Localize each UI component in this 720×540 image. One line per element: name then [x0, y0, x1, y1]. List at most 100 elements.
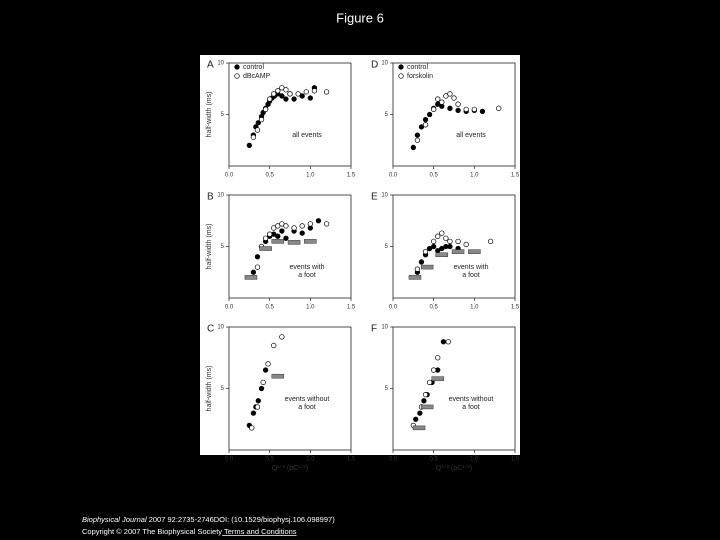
data-point: [275, 233, 281, 239]
mean-bar: [244, 275, 258, 280]
panel-label: F: [371, 324, 377, 335]
y-tick-label: 5: [221, 112, 225, 118]
x-tick-label: 1.5: [511, 173, 520, 179]
data-point: [435, 101, 441, 107]
data-point: [445, 339, 451, 345]
data-point: [254, 127, 261, 133]
mean-bar: [287, 240, 301, 245]
mean-bar: [420, 404, 434, 410]
data-point: [262, 106, 269, 112]
data-point: [431, 106, 437, 112]
data-point: [440, 339, 447, 345]
data-point: [246, 142, 252, 149]
data-point: [414, 132, 421, 138]
data-point: [271, 91, 277, 97]
annotation: events with: [453, 264, 488, 271]
x-tick-label: 1.0: [306, 305, 315, 311]
citation: 2007 92:2735-2746DOI: (10.1529/biophysj.…: [147, 515, 336, 524]
caption-line: Copyright © 2007 The Biophysical Society…: [82, 527, 297, 536]
x-tick-label: 0.0: [225, 173, 234, 179]
data-point: [463, 106, 469, 112]
data-point: [258, 385, 265, 392]
data-point: [422, 116, 429, 123]
data-point: [262, 235, 269, 241]
data-point: [443, 93, 449, 99]
data-point: [303, 89, 309, 95]
data-point: [307, 95, 313, 101]
x-tick-label: 0.5: [429, 173, 438, 179]
y-tick-label: 10: [381, 193, 388, 199]
x-tick-label: 1.5: [347, 173, 356, 179]
x-tick-label: 1.5: [511, 457, 520, 463]
data-point: [249, 425, 255, 431]
data-point: [275, 223, 281, 229]
legend-label: dBcAMP: [243, 73, 271, 80]
data-point: [254, 264, 261, 270]
mean-bar: [468, 249, 481, 254]
data-point: [435, 96, 441, 102]
data-point: [275, 88, 281, 94]
x-tick-label: 0.0: [225, 457, 234, 463]
annotation: events with: [289, 264, 324, 271]
data-point: [447, 238, 453, 245]
mean-bar: [412, 425, 426, 431]
data-point: [283, 96, 289, 102]
x-tick-label: 1.5: [511, 305, 520, 311]
annotation: events without: [285, 396, 330, 403]
data-point: [439, 99, 445, 105]
mean-bar: [271, 239, 285, 244]
data-point: [447, 243, 453, 250]
data-point: [315, 218, 322, 224]
data-point: [447, 105, 453, 111]
data-point: [279, 221, 285, 227]
data-point: [283, 223, 289, 229]
data-point: [291, 225, 297, 231]
y-tick-label: 5: [221, 386, 225, 392]
data-point: [299, 223, 305, 229]
x-tick-label: 1.0: [470, 305, 479, 311]
legend-marker: [398, 64, 404, 70]
data-point: [439, 245, 445, 252]
legend-marker: [234, 73, 240, 79]
data-point: [255, 120, 261, 126]
y-tick-label: 10: [217, 325, 224, 331]
data-point: [299, 230, 305, 236]
data-point: [279, 334, 285, 340]
y-tick-label: 5: [385, 112, 389, 118]
legend-marker: [398, 73, 404, 79]
data-point: [421, 398, 427, 404]
x-tick-label: 0.5: [265, 457, 274, 463]
terms-link[interactable]: Terms and Conditions: [222, 527, 297, 536]
data-point: [283, 87, 289, 93]
x-tick-label: 1.0: [306, 173, 315, 179]
panel-label: C: [207, 324, 214, 335]
data-point: [410, 144, 416, 151]
x-tick-label: 0.0: [225, 305, 234, 311]
y-axis-label: half-width (ms): [206, 224, 213, 270]
data-point: [254, 404, 261, 410]
data-point: [250, 410, 257, 416]
x-tick-label: 1.0: [470, 173, 479, 179]
panel-label: E: [371, 192, 378, 203]
x-tick-label: 0.5: [265, 305, 274, 311]
data-point: [271, 342, 277, 349]
panel-label: D: [371, 60, 378, 71]
data-point: [250, 269, 257, 275]
x-tick-label: 0.0: [389, 173, 398, 179]
figure-area: [200, 55, 520, 455]
x-axis-label: Q¹ᐟ² (pC¹ᐟ²): [436, 465, 472, 472]
data-point: [287, 91, 293, 97]
x-tick-label: 1.0: [470, 457, 479, 463]
legend-label: control: [243, 64, 264, 71]
data-point: [439, 230, 445, 236]
data-point: [431, 367, 437, 373]
data-point: [255, 398, 261, 404]
data-point: [267, 231, 273, 237]
y-tick-label: 10: [381, 61, 388, 67]
y-axis-label: half-width (ms): [206, 92, 213, 138]
y-tick-label: 5: [385, 386, 389, 392]
data-point: [267, 96, 273, 102]
caption-line: Biophysical Journal 2007 92:2735-2746DOI…: [82, 515, 335, 524]
data-point: [262, 367, 269, 373]
